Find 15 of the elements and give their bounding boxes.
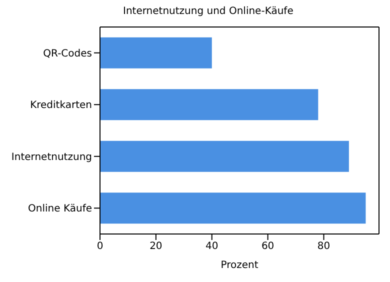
x-tick-label: 20	[150, 241, 162, 252]
y-tick-label: Online Käufe	[28, 204, 92, 215]
bar	[100, 192, 366, 224]
x-tick-label: 80	[317, 241, 330, 252]
x-tick-label: 60	[261, 241, 274, 252]
bar	[100, 140, 349, 172]
bar	[100, 89, 318, 120]
y-tick-label: QR-Codes	[43, 48, 92, 60]
chart-title: Internetnutzung und Online-Käufe	[122, 5, 294, 19]
x-tick-label: 0	[96, 241, 104, 252]
bar	[100, 37, 212, 68]
y-tick-label: Kreditkarten	[30, 100, 92, 112]
x-axis-title: Prozent	[220, 260, 258, 271]
y-tick-label: Internetnutzung	[11, 152, 92, 163]
x-tick-label: 40	[206, 241, 218, 252]
